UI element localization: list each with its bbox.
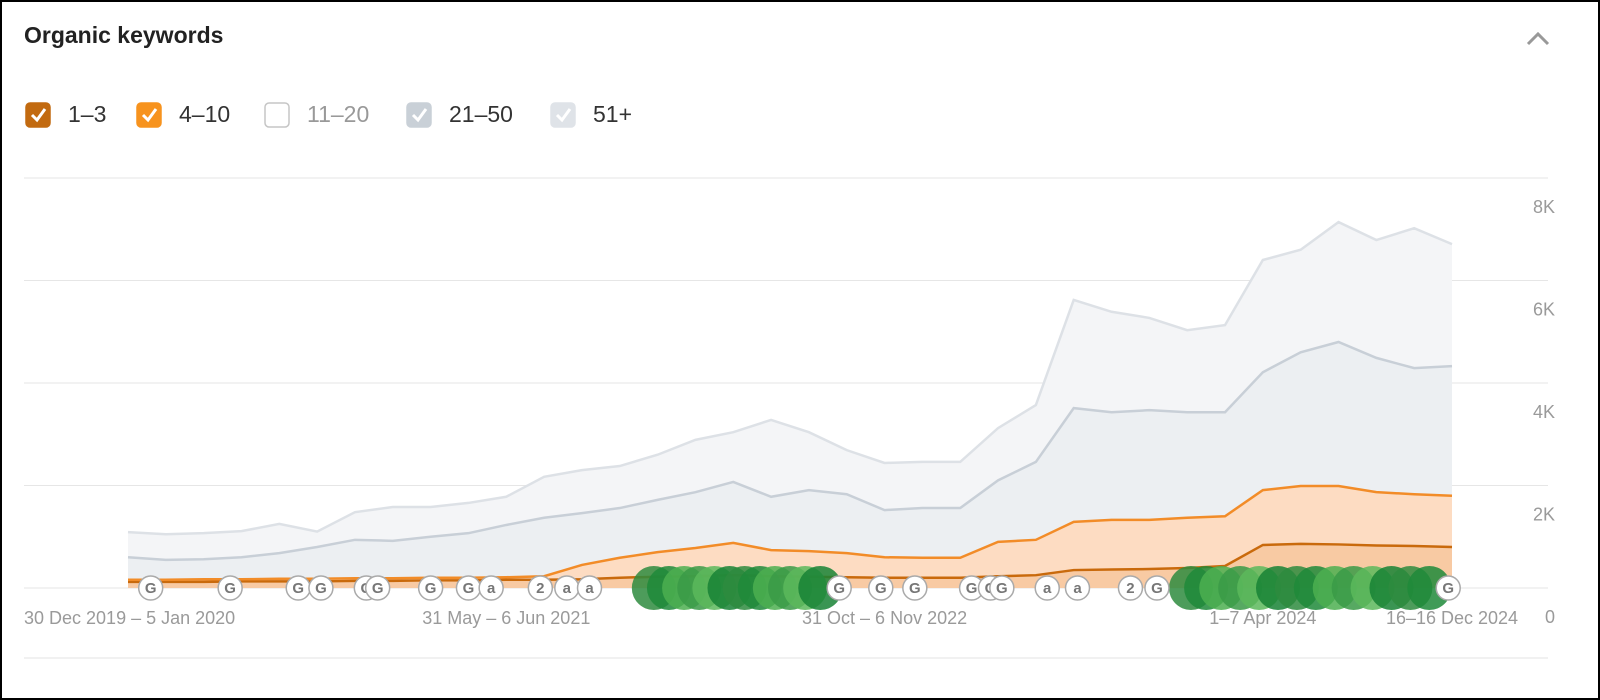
legend-item[interactable]: 21–50: [406, 101, 513, 128]
collapse-chevron[interactable]: [1526, 31, 1550, 46]
event-label: G: [909, 580, 921, 597]
event-marker[interactable]: [868, 575, 894, 601]
area-line: [128, 484, 1453, 582]
checkbox[interactable]: [264, 102, 290, 128]
event-label: 2: [1126, 580, 1134, 597]
event-label: G: [833, 580, 845, 597]
event-label: G: [996, 580, 1008, 597]
y-tick-label: 4K: [1533, 402, 1555, 422]
legend-item[interactable]: 4–10: [136, 101, 230, 128]
checkbox[interactable]: [136, 102, 162, 128]
widget-title: Organic keywords: [24, 22, 223, 48]
event-label: G: [875, 580, 887, 597]
event-label: a: [487, 580, 496, 597]
event-marker[interactable]: [1144, 575, 1170, 601]
event-marker[interactable]: [576, 575, 603, 601]
x-tick-label: 31 May – 6 Jun 2021: [422, 608, 590, 628]
checkbox[interactable]: [406, 102, 432, 128]
event-marker[interactable]: [137, 575, 164, 601]
event-marker[interactable]: [1117, 575, 1144, 601]
event-label: G: [224, 580, 236, 597]
y-tick-label: 8K: [1533, 197, 1555, 217]
event-label: G: [145, 580, 157, 597]
event-label: G: [1151, 580, 1163, 597]
area: [128, 543, 1452, 588]
legend-item[interactable]: 11–20: [264, 101, 369, 128]
event-marker[interactable]: [527, 575, 554, 601]
event-marker[interactable]: [1034, 575, 1060, 601]
x-tick-label: 31 Oct – 6 Nov 2022: [802, 608, 967, 628]
checkmark: [141, 108, 158, 123]
checkbox[interactable]: [25, 102, 51, 128]
legend-label[interactable]: 4–10: [179, 101, 230, 127]
event-label: G: [1442, 580, 1454, 597]
x-tick-label: 16–16 Dec 2024: [1386, 608, 1518, 628]
event-marker[interactable]: [417, 575, 444, 601]
event-marker[interactable]: [902, 575, 928, 601]
event-label: G: [372, 580, 384, 597]
event-marker[interactable]: [478, 575, 504, 601]
event-label: G: [966, 580, 978, 597]
legend-item[interactable]: 51+: [550, 101, 632, 128]
event-label: 2: [536, 580, 544, 597]
legend-label[interactable]: 51+: [593, 101, 632, 127]
legend-label[interactable]: 1–3: [68, 101, 106, 127]
event-marker[interactable]: [1064, 575, 1091, 601]
event-label: G: [463, 580, 475, 597]
y-tick-label: 0: [1545, 607, 1555, 627]
event-marker[interactable]: [989, 575, 1015, 601]
event-label: a: [563, 580, 572, 597]
legend-label[interactable]: 11–20: [307, 101, 369, 127]
event-label: a: [1043, 580, 1052, 597]
area-line: [127, 340, 1453, 562]
legend-label[interactable]: 21–50: [449, 101, 513, 127]
event-marker[interactable]: [826, 575, 852, 601]
y-tick-label: 2K: [1533, 504, 1555, 524]
event-marker[interactable]: [308, 575, 334, 601]
event-label: G: [315, 580, 327, 597]
event-label: a: [1073, 580, 1082, 597]
x-tick-label: 1–7 Apr 2024: [1209, 608, 1316, 628]
event-marker[interactable]: [364, 575, 391, 601]
x-tick-label: 30 Dec 2019 – 5 Jan 2020: [24, 608, 235, 628]
checkmark: [555, 108, 572, 123]
area-line: [127, 220, 1453, 536]
checkbox[interactable]: [550, 102, 576, 128]
event-marker[interactable]: [1435, 575, 1461, 601]
plot: 02K4K6K8KGGGGGGGGa2aaGGGGGGaa2GG30 Dec 2…: [24, 177, 1555, 628]
event-label: G: [292, 580, 304, 597]
checkmark: [411, 108, 428, 123]
event-label: G: [425, 580, 437, 597]
update-marker[interactable]: [798, 566, 843, 610]
checkmark: [30, 108, 47, 123]
y-tick-label: 6K: [1533, 299, 1555, 319]
event-label: a: [585, 580, 594, 597]
update-marker[interactable]: [1407, 566, 1452, 610]
event-marker[interactable]: [217, 575, 243, 601]
legend-item[interactable]: 1–3: [25, 101, 106, 128]
area: [128, 486, 1452, 582]
